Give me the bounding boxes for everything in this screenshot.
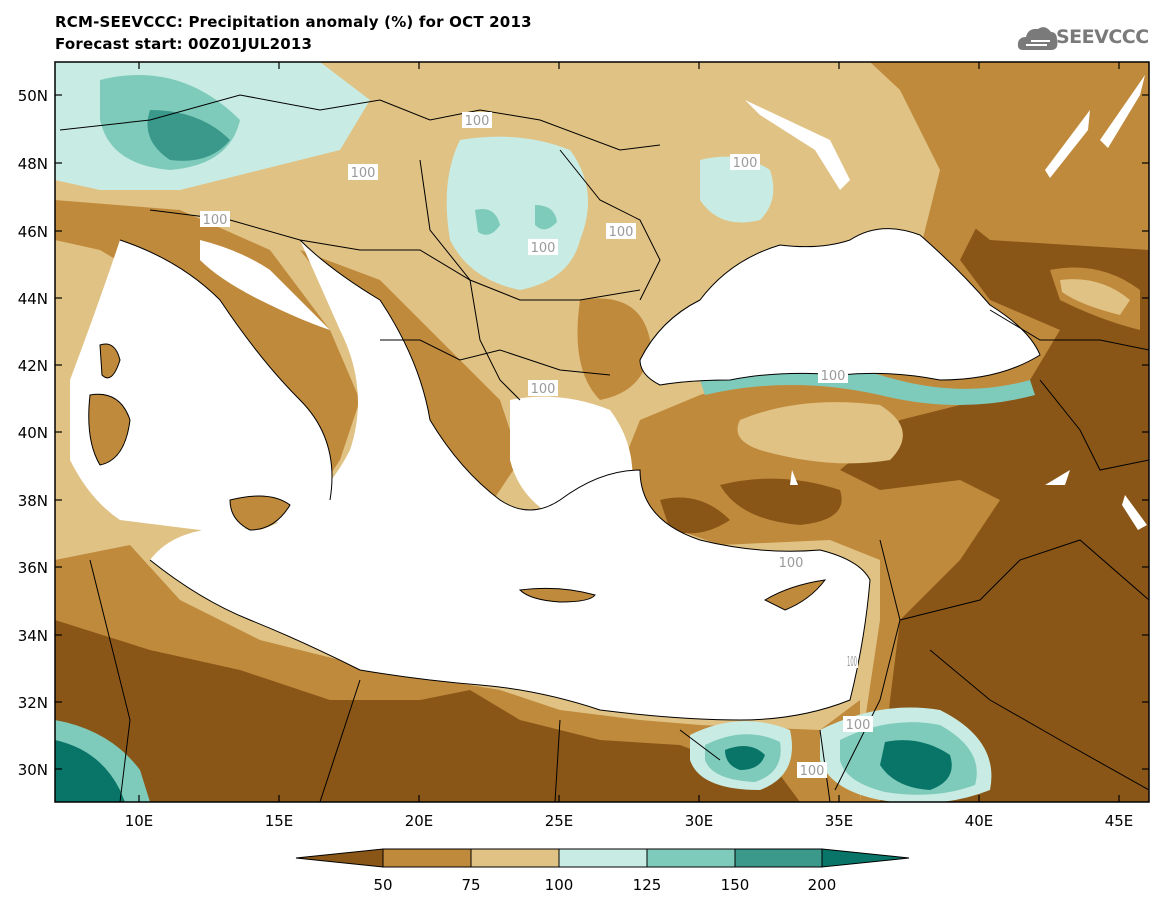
anomaly-region-alps-wettest: [147, 110, 230, 161]
island-cyprus: [765, 580, 825, 610]
anomaly-region-pannonia-wetter: [475, 205, 557, 235]
longitude-ticks: [138, 62, 1120, 802]
anomaly-patch-anatolia-dark: [660, 478, 842, 534]
colorbar: [295, 848, 910, 868]
lat-label: 46N: [18, 223, 48, 241]
contour-label: 100: [531, 241, 556, 256]
lat-label: 42N: [18, 357, 48, 375]
sea-mediterranean: [70, 240, 870, 720]
anomaly-region-east-dark: [840, 62, 1149, 802]
lon-label: 20E: [405, 812, 434, 830]
colorbar-labels: 50 75 100 125 150 200: [373, 876, 836, 894]
colorbar-segment: [558, 848, 648, 868]
contour-label: 100: [351, 166, 376, 181]
island-sardinia: [88, 394, 130, 465]
anomaly-region-northeast: [930, 62, 1149, 250]
contour-label: 100: [203, 213, 228, 228]
contour-label: 100: [846, 718, 871, 733]
cloud-logo-icon: [1017, 27, 1058, 50]
lon-label: 10E: [125, 812, 154, 830]
colorbar-segment: [646, 848, 736, 868]
colorbar-segment: [821, 848, 910, 868]
anomaly-region-north-africa-dark: [55, 620, 800, 802]
lat-label: 38N: [18, 492, 48, 510]
lat-label: 40N: [18, 424, 48, 442]
contour-labels: 100 100 100 100 100 100 100 100 100 100 …: [200, 112, 873, 779]
contour-label: 100: [733, 156, 758, 171]
contour-label: 100: [609, 225, 634, 240]
contour-label: 100: [821, 369, 846, 384]
colorbar-label: 75: [461, 876, 480, 894]
contour-label: 100: [847, 655, 857, 670]
colorbar-label: 150: [721, 876, 750, 894]
anomaly-patch-east-light: [1060, 279, 1130, 315]
lat-label: 34N: [18, 627, 48, 645]
lon-label: 30E: [685, 812, 714, 830]
logo-text: SEEVCCC: [1056, 26, 1149, 48]
map-title: RCM-SEEVCCC: Precipitation anomaly (%) f…: [55, 13, 532, 31]
longitude-labels: 10E 15E 20E 25E 30E 35E 40E 45E: [125, 812, 1134, 830]
anomaly-region-bulgaria-dry: [577, 298, 650, 400]
no-data-patch: [745, 75, 1147, 530]
lat-label: 44N: [18, 290, 48, 308]
colorbar-label: 50: [373, 876, 392, 894]
lat-label: 36N: [18, 559, 48, 577]
colorbar-segment: [470, 848, 560, 868]
contour-label: 100: [800, 764, 825, 779]
latitude-labels: 50N 48N 46N 44N 42N 40N 38N 36N 34N 32N …: [18, 87, 48, 779]
lat-label: 32N: [18, 694, 48, 712]
sea-black-sea: [640, 228, 1040, 385]
anomaly-region-blacksea-coast-wet: [700, 366, 1035, 405]
lon-label: 25E: [545, 812, 574, 830]
colorbar-label: 125: [633, 876, 662, 894]
lat-label: 48N: [18, 155, 48, 173]
lon-label: 45E: [1105, 812, 1134, 830]
anomaly-region-libya-wettest: [55, 740, 125, 802]
contour-label: 100: [531, 382, 556, 397]
map-subtitle: Forecast start: 00Z01JUL2013: [55, 35, 313, 53]
anomaly-patch-anatolia-light: [737, 402, 903, 464]
colorbar-segment: [295, 848, 384, 868]
anomaly-region-sinai-wettest: [725, 740, 952, 790]
island-corsica: [100, 344, 120, 378]
sea-aegean: [510, 396, 633, 520]
anomaly-region-ukraine-wet: [700, 156, 774, 223]
lon-label: 35E: [825, 812, 854, 830]
coastlines-and-borders: [59, 94, 1149, 802]
lon-label: 15E: [265, 812, 294, 830]
contour-label: 100: [779, 556, 804, 571]
colorbar-label: 100: [545, 876, 574, 894]
sea-adriatic-upper: [200, 240, 330, 330]
colorbar-segment: [382, 848, 472, 868]
latitude-ticks: [55, 94, 1149, 770]
lon-label: 40E: [965, 812, 994, 830]
lat-label: 50N: [18, 87, 48, 105]
colorbar-label: 200: [808, 876, 837, 894]
lat-label: 30N: [18, 761, 48, 779]
contour-label: 100: [465, 114, 490, 129]
colorbar-segment: [734, 848, 823, 868]
